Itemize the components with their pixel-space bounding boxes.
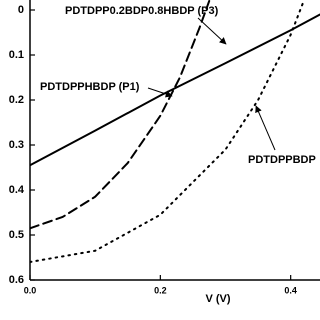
y-tick-label: 0.4 [9,184,25,196]
series-line [30,13,320,167]
y-tick-label: 0.5 [9,229,24,241]
y-tick-label: 0.1 [9,49,24,61]
x-tick-label: 0.0 [24,285,37,295]
x-tick-label: 0.2 [154,285,167,295]
y-tick-label: 0.3 [9,139,24,151]
x-tick-label: 0.4 [284,285,297,295]
series-line [30,0,305,263]
y-tick-label: 0.2 [9,94,24,106]
annotation: PDTDPPBDP [248,154,316,166]
annotation: PDTDPP0.2BDP0.8HBDP (P3) [65,5,219,17]
annotation: PDTDPPHBDP (P1) [40,81,140,93]
annotation-arrow [197,17,227,45]
y-tick-label: 0 [18,4,24,16]
y-tick-label: 0.6 [9,274,24,286]
annotation-arrow [255,105,276,151]
series-line [30,0,211,230]
x-axis-label: V (V) [205,293,230,305]
annotation-arrow [147,87,173,98]
